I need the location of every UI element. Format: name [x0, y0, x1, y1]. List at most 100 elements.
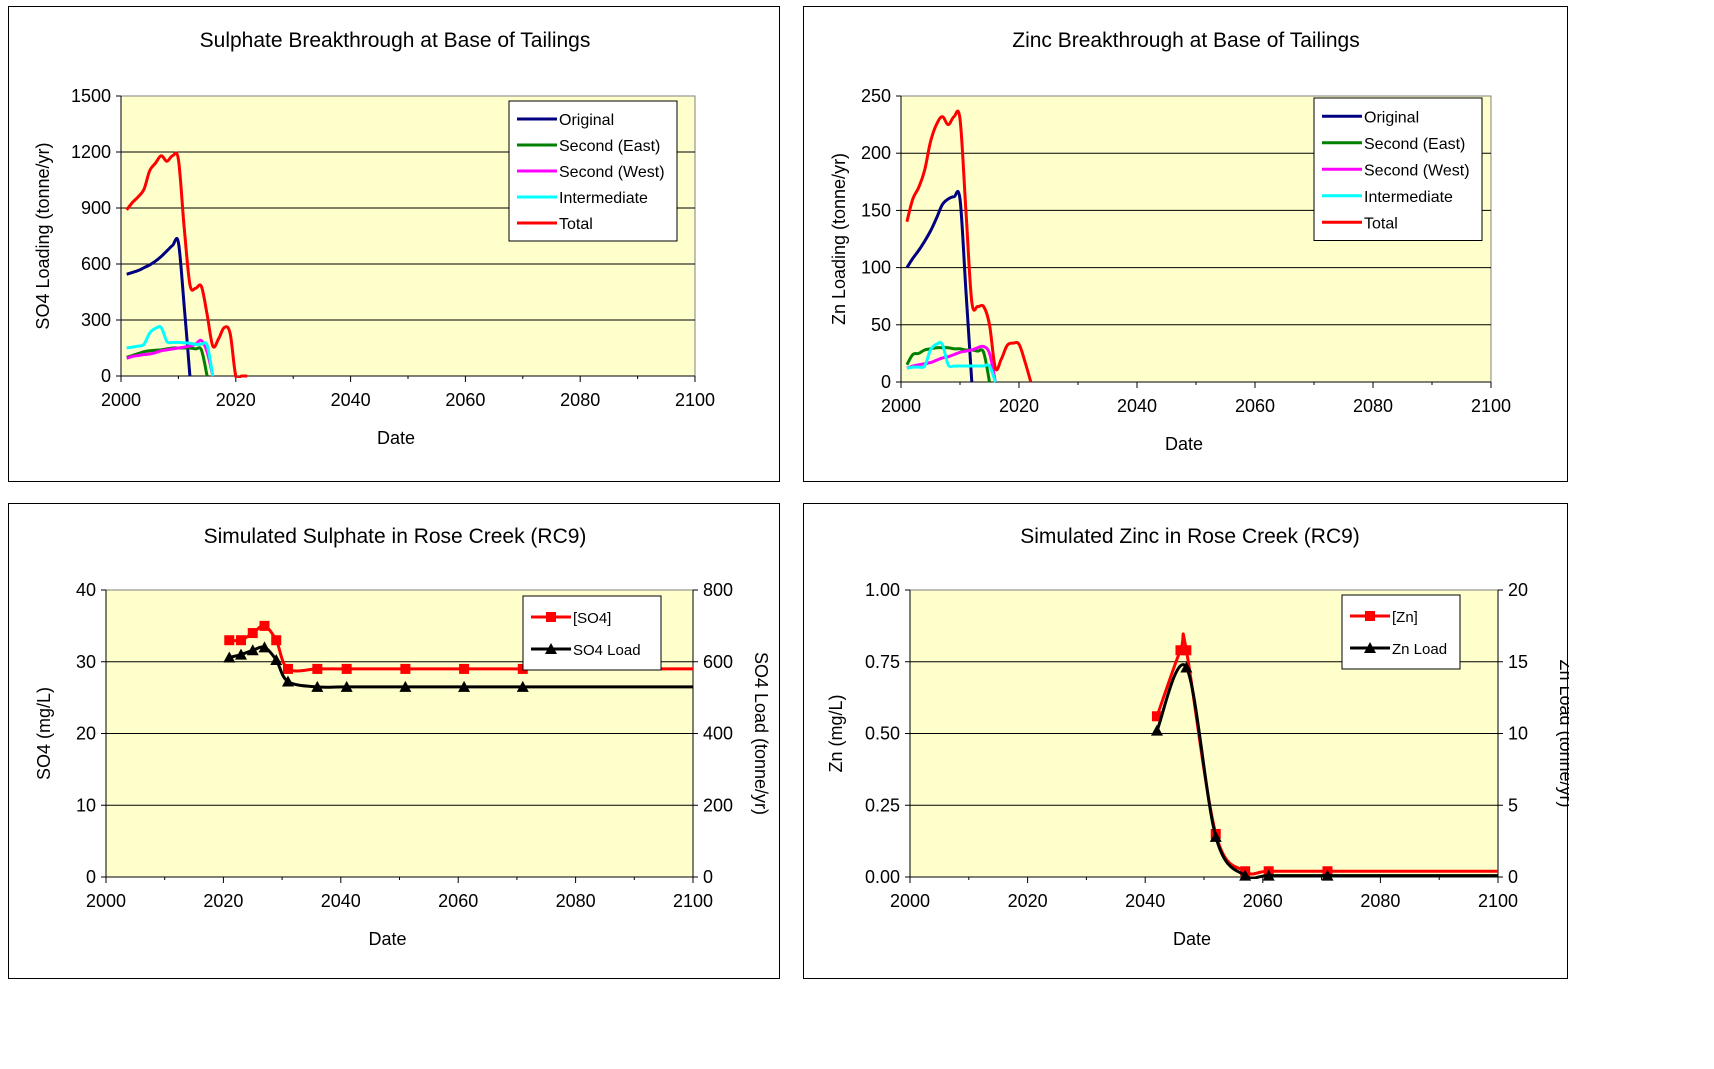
x-tick-label: 2040 [1125, 891, 1165, 911]
y2-tick-label: 20 [1508, 580, 1528, 600]
data-point-triangle [458, 680, 471, 692]
y-tick-label: 150 [861, 200, 891, 220]
series-intermediate [126, 325, 215, 377]
series-total [125, 151, 248, 378]
chart-panel-sulphate-rose-creek: Simulated Sulphate in Rose Creek (RC9) 0 1… [8, 503, 780, 979]
x-tick-label: 2040 [331, 390, 371, 410]
data-point-triangle [399, 680, 412, 692]
y-tick-label: 600 [81, 254, 111, 274]
x-tick-label: 2060 [1235, 396, 1275, 416]
chart-panel-sulphate-breakthrough: Sulphate Breakthrough at Base of Tailing… [8, 6, 780, 482]
y-axis-label: Zn Loading (tonne/yr) [829, 153, 849, 325]
y-tick-label: 50 [871, 315, 891, 335]
legend-label: [Zn] [1392, 609, 1418, 626]
legend-label: Total [1364, 215, 1398, 232]
data-point-triangle [270, 653, 283, 665]
legend-label: Original [559, 112, 614, 129]
series-line [125, 151, 248, 378]
x-tick-label: 2000 [101, 390, 141, 410]
data-point-square [341, 663, 352, 674]
data-point-square [259, 620, 270, 631]
legend-box [1341, 594, 1461, 670]
y-tick-label: 250 [861, 86, 891, 106]
legend-marker [545, 643, 557, 654]
y2-tick-label: 5 [1508, 795, 1518, 815]
legend-marker [1364, 642, 1376, 653]
legend-label: Second (West) [559, 164, 665, 181]
y2-tick-label: 15 [1508, 652, 1528, 672]
chart-panel-zinc-breakthrough: Zinc Breakthrough at Base of Tailings 0 50… [803, 6, 1568, 482]
chart-title: Simulated Zinc in Rose Creek (RC9) [1020, 525, 1360, 548]
legend-label: Second (East) [559, 138, 660, 155]
y-tick-label: 100 [861, 258, 891, 278]
y-tick-label: 0 [101, 366, 111, 386]
series-original [126, 237, 192, 377]
y2-tick-label: 0 [1508, 867, 1518, 887]
data-point-square [459, 663, 470, 674]
chart-svg-0: Sulphate Breakthrough at Base of Tailing… [33, 29, 715, 448]
data-point-triangle [1209, 830, 1222, 842]
y-tick-label: 10 [76, 795, 96, 815]
legend-label: Intermediate [559, 190, 648, 207]
data-point-square [400, 663, 411, 674]
data-point-square [1181, 645, 1192, 656]
x-tick-label: 2060 [438, 891, 478, 911]
x-tick-label: 2000 [86, 891, 126, 911]
legend-label: Intermediate [1364, 189, 1453, 206]
y-tick-label: 40 [76, 580, 96, 600]
data-point-square [312, 663, 323, 674]
chart-title: Sulphate Breakthrough at Base of Tailing… [200, 29, 591, 52]
data-point-triangle [1321, 869, 1334, 881]
data-point-square [1151, 711, 1162, 722]
series-line [905, 109, 1033, 383]
data-point-triangle [1180, 661, 1193, 673]
data-point-triangle [281, 675, 294, 687]
y-tick-label: 0.75 [865, 652, 900, 672]
chart-panel-zinc-rose-creek: Simulated Zinc in Rose Creek (RC9) 0.00 0.… [803, 503, 1569, 979]
legend-label: SO4 Load [573, 642, 641, 659]
chart-svg-1: Zinc Breakthrough at Base of Tailings 0 50… [829, 29, 1511, 454]
data-point-square [224, 635, 235, 646]
x-tick-label: 2020 [216, 390, 256, 410]
y2-tick-label: 0 [703, 867, 713, 887]
y-tick-label: 0 [86, 867, 96, 887]
x-tick-label: 2100 [673, 891, 713, 911]
data-point-square [282, 663, 293, 674]
series-line [906, 344, 997, 383]
legend-label: Total [559, 216, 593, 233]
series-original [905, 189, 974, 383]
x-tick-label: 2000 [890, 891, 930, 911]
legend-label: Second (West) [1364, 162, 1470, 179]
data-point-square [247, 628, 258, 639]
x-tick-label: 2100 [675, 390, 715, 410]
x-tick-label: 2040 [321, 891, 361, 911]
chart-svg-3: Simulated Zinc in Rose Creek (RC9) 0.00 0.… [826, 525, 1569, 949]
x-tick-label: 2080 [556, 891, 596, 911]
legend-box [522, 595, 662, 671]
series-line [906, 340, 997, 383]
legend-marker [1365, 611, 1375, 621]
series-line [905, 346, 991, 383]
data-point-square [1175, 645, 1186, 656]
chart-title: Zinc Breakthrough at Base of Tailings [1012, 29, 1359, 52]
x-tick-label: 2040 [1117, 396, 1157, 416]
y-tick-label: 1500 [71, 86, 111, 106]
x-axis-label: Date [1173, 929, 1211, 949]
y-tick-label: 0.25 [865, 795, 900, 815]
x-tick-label: 2020 [203, 891, 243, 911]
x-tick-label: 2000 [881, 396, 921, 416]
x-axis-label: Date [368, 929, 406, 949]
y-axis-label: SO4 Loading (tonne/yr) [33, 142, 53, 329]
series-line [126, 237, 192, 377]
y-tick-label: 1200 [71, 142, 111, 162]
y2-tick-label: 800 [703, 580, 733, 600]
legend-marker [546, 612, 556, 622]
x-tick-label: 2080 [1353, 396, 1393, 416]
series-line [1155, 632, 1498, 876]
data-point-triangle [246, 644, 259, 656]
y-axis-label: Zn (mg/L) [826, 694, 846, 772]
y2-tick-label: 600 [703, 652, 733, 672]
data-point-triangle [1239, 869, 1252, 881]
x-axis-label: Date [377, 428, 415, 448]
data-point-square [271, 635, 282, 646]
